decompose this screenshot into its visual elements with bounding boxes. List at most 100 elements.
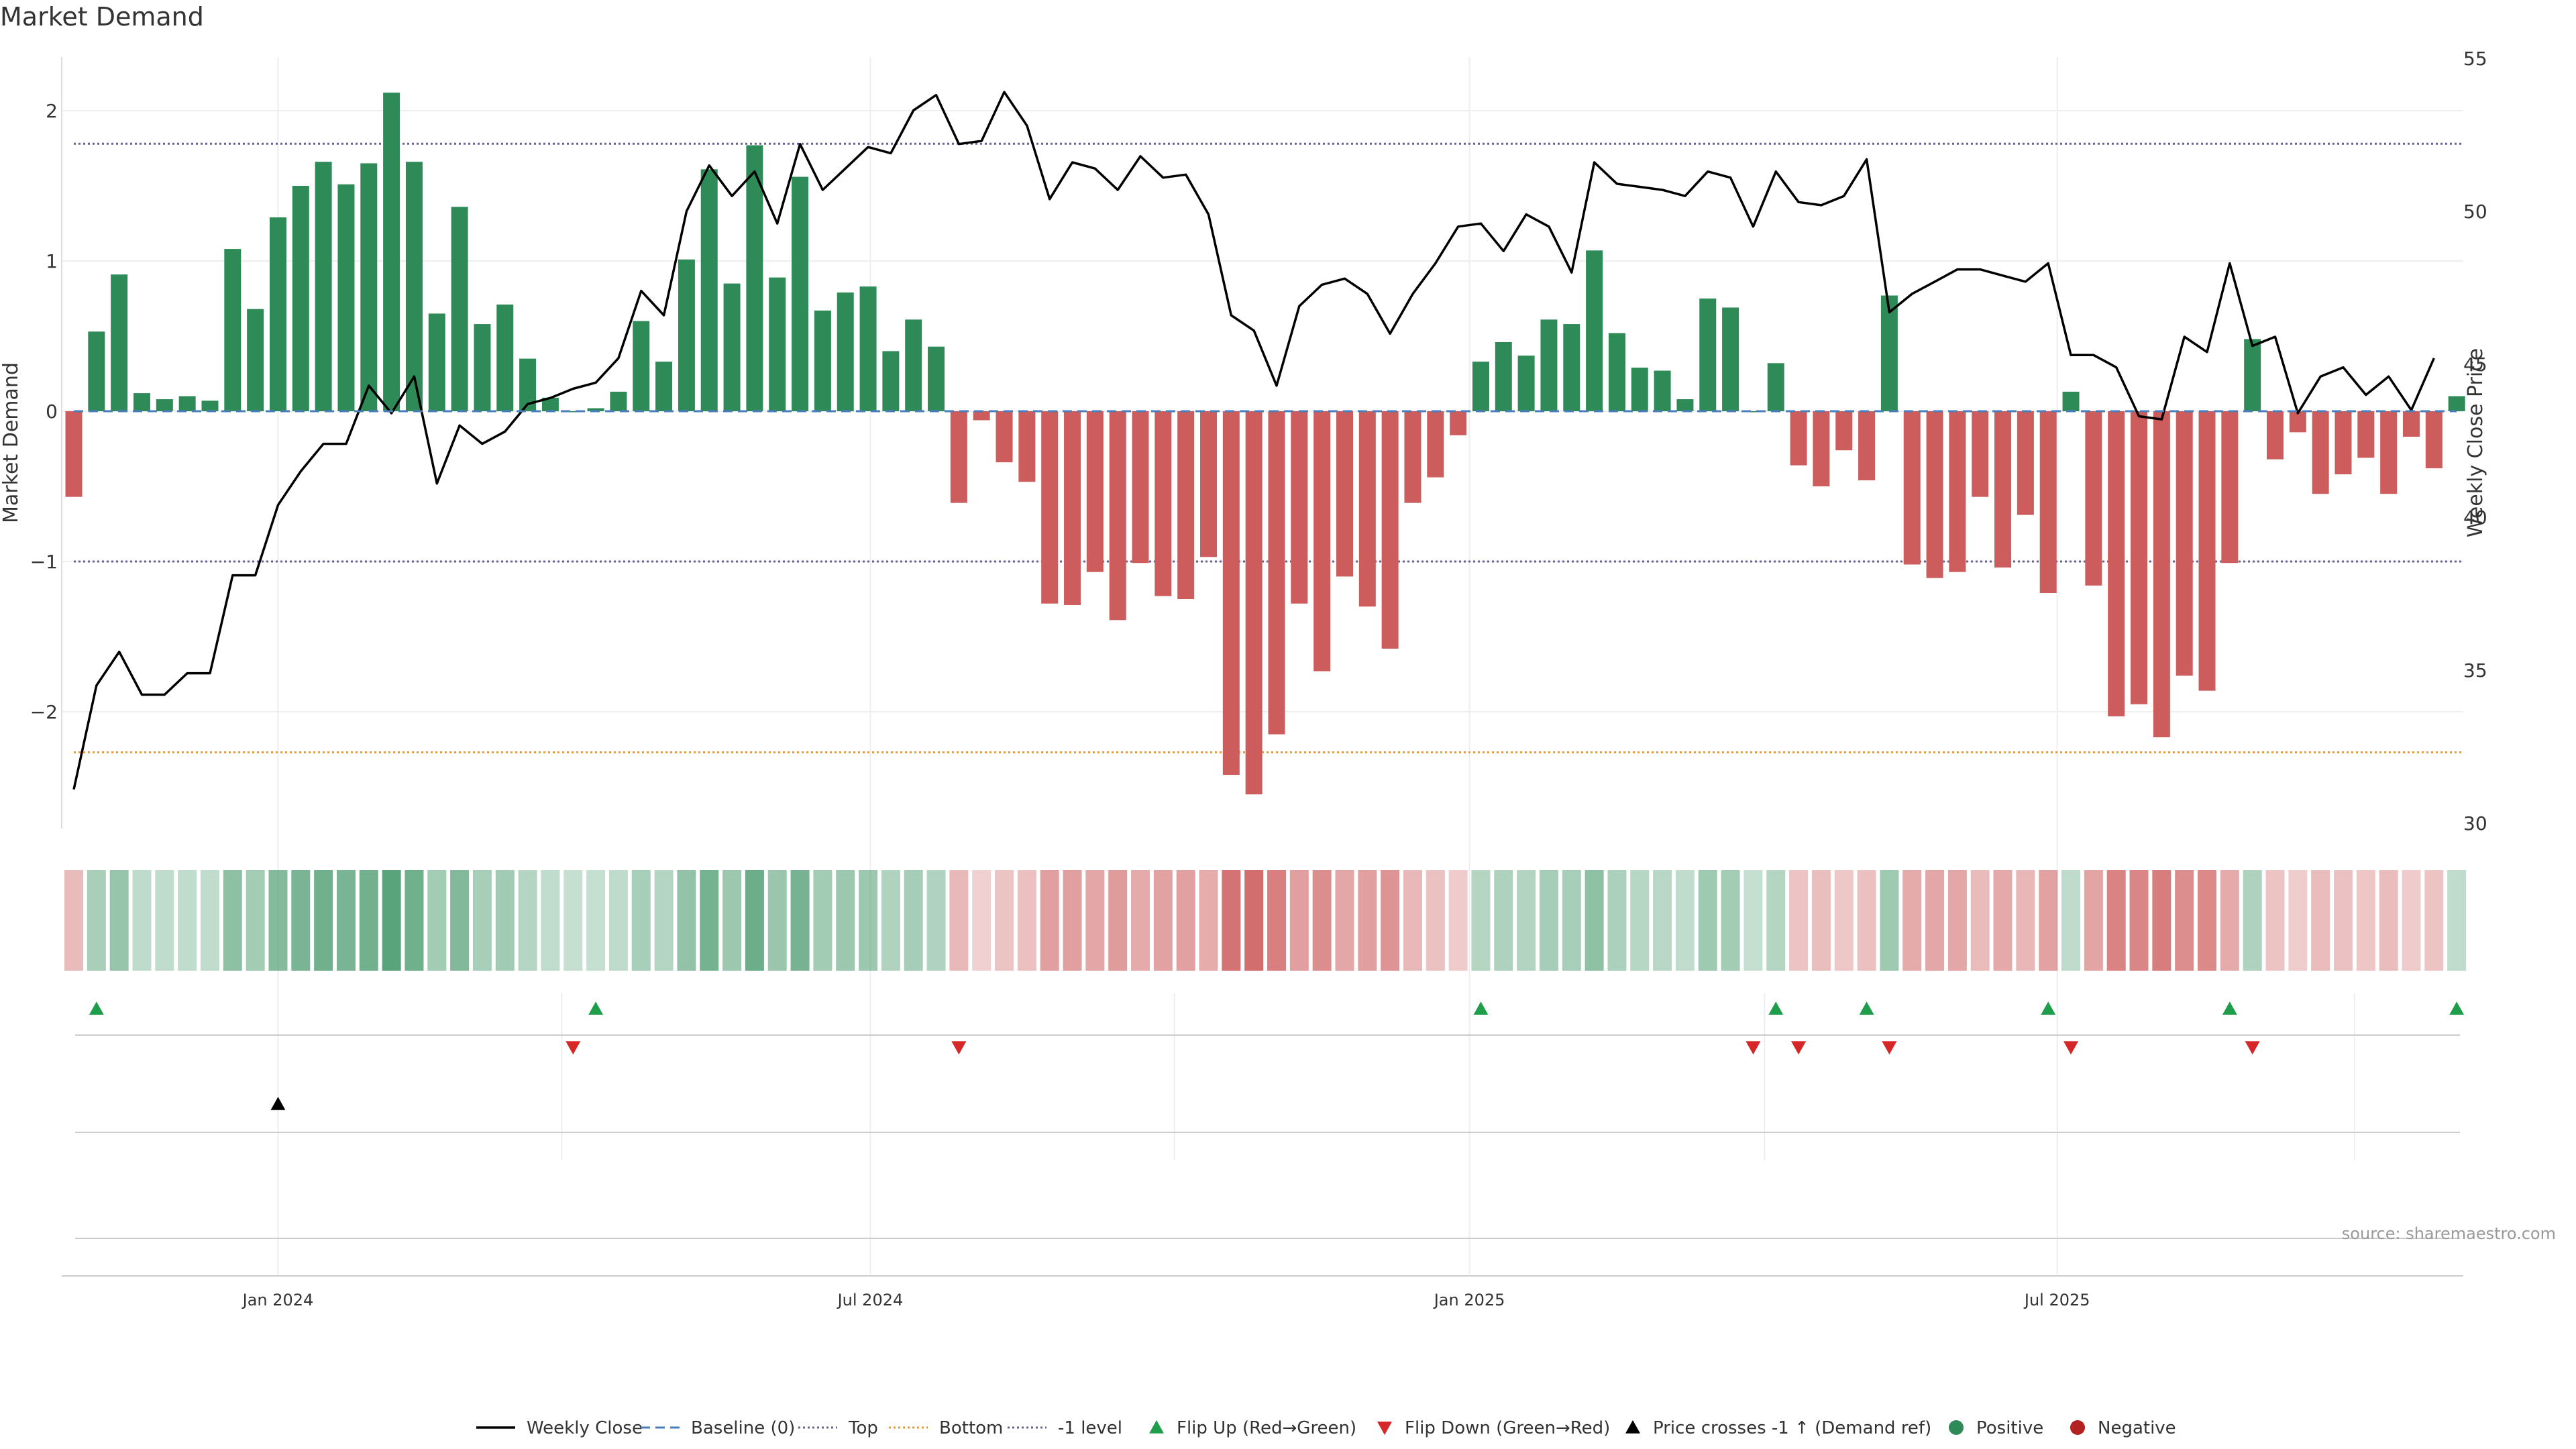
heat-cell [2039, 870, 2058, 971]
heat-cell [1426, 870, 1445, 971]
demand-bar [2131, 411, 2148, 704]
heat-cell [972, 870, 991, 971]
heat-cell [881, 870, 900, 971]
right-tick-label: 50 [2463, 201, 2487, 223]
legend-label: Positive [1976, 1418, 2043, 1438]
legend-label: Flip Down (Green→Red) [1405, 1418, 1610, 1438]
heat-cell [1789, 870, 1809, 971]
demand-bar [1790, 411, 1807, 466]
demand-bar [1676, 399, 1694, 411]
heat-cell [1199, 870, 1218, 971]
demand-bar [2380, 411, 2398, 494]
heat-cell [1653, 870, 1672, 971]
demand-bar [156, 399, 173, 411]
demand-bar [2176, 411, 2193, 676]
heat-cell [745, 870, 764, 971]
demand-bars [65, 93, 2465, 795]
demand-bar [2153, 411, 2170, 738]
demand-bar [1132, 411, 1149, 564]
right-tick-label: 35 [2463, 659, 2487, 682]
left-axis-label: Market Demand [0, 362, 23, 523]
heat-cell [1880, 870, 1899, 971]
legend-swatch-triangle-up [1625, 1420, 1640, 1434]
demand-bar [2357, 411, 2375, 458]
heat-cell [1517, 870, 1536, 971]
heat-cell [722, 870, 742, 971]
x-tick-label: Jan 2025 [1433, 1291, 1505, 1309]
demand-bar [2289, 411, 2306, 433]
demand-bar [905, 319, 922, 411]
demand-bar [405, 162, 423, 411]
heat-cell [1017, 870, 1036, 971]
heat-cell [995, 870, 1014, 971]
heat-cell [2084, 870, 2103, 971]
heat-cell [178, 870, 197, 971]
right-tick-label: 45 [2463, 354, 2487, 376]
heat-cell [1743, 870, 1763, 971]
heat-cell [87, 870, 106, 971]
heat-cell [631, 870, 651, 971]
demand-bar [859, 286, 877, 411]
right-axis-label: Weekly Close Price [2464, 348, 2487, 537]
heat-cell [427, 870, 447, 971]
heat-cell [2220, 870, 2239, 971]
heat-cell [336, 870, 356, 971]
demand-bar [1018, 411, 1036, 482]
demand-bar [973, 411, 990, 421]
heat-cell [586, 870, 606, 971]
flip-down-marker [1882, 1041, 1897, 1055]
heat-cell [1063, 870, 1082, 971]
flip-up-marker [89, 1002, 104, 1015]
heat-cell [1902, 870, 1922, 971]
demand-bar [2085, 411, 2102, 586]
legend-label: Baseline (0) [691, 1418, 795, 1438]
right-tick-label: 55 [2463, 48, 2487, 70]
heat-cell [2106, 870, 2126, 971]
heat-cell [132, 870, 152, 971]
flip-up-marker [1768, 1002, 1784, 1015]
demand-bar [1994, 411, 2012, 568]
x-tick-label: Jul 2024 [837, 1291, 904, 1309]
heat-cell [1381, 870, 1400, 971]
demand-bar [1291, 411, 1308, 604]
left-tick-label: 1 [46, 250, 58, 272]
legend-swatch-dot [1949, 1420, 1964, 1435]
heat-cell [1176, 870, 1195, 971]
heat-cell [64, 870, 83, 971]
right-tick-label: 30 [2463, 812, 2487, 835]
demand-bar [1041, 411, 1059, 604]
flip-down-marker [1791, 1041, 1807, 1055]
demand-bar [65, 411, 83, 497]
heat-cell [2402, 870, 2421, 971]
demand-bar [1336, 411, 1353, 577]
demand-bar [360, 163, 378, 411]
heat-cell [1085, 870, 1105, 971]
demand-bar [996, 411, 1013, 463]
heat-cell [155, 870, 174, 971]
demand-bar [1427, 411, 1444, 478]
heat-cell [1108, 870, 1128, 971]
demand-bar [88, 331, 105, 411]
heat-cell [1834, 870, 1854, 971]
demand-bar [2448, 396, 2465, 411]
demand-bar [224, 249, 241, 411]
heat-cell [1857, 870, 1876, 971]
demand-bar [1631, 368, 1648, 411]
heat-cell [1562, 870, 1581, 971]
demand-bar [610, 391, 627, 411]
demand-bar [1517, 356, 1535, 411]
demand-bar [1586, 250, 1603, 411]
demand-bar [2425, 411, 2443, 469]
left-tick-label: 0 [46, 400, 58, 423]
heat-cell [767, 870, 787, 971]
heat-cell [2129, 870, 2149, 971]
heat-cell [654, 870, 674, 971]
legend-label: Flip Up (Red→Green) [1177, 1418, 1356, 1438]
demand-bar [1835, 411, 1853, 451]
demand-bar [1495, 341, 1512, 411]
heat-cell [1335, 870, 1354, 971]
heat-cell [495, 870, 515, 971]
demand-bar [2108, 411, 2125, 716]
demand-bar [337, 184, 355, 411]
